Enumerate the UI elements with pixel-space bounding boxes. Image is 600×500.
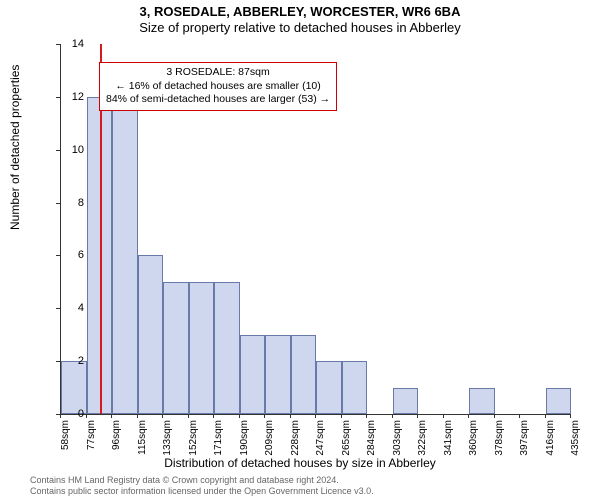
histogram-bar: [189, 282, 215, 414]
x-tick-label: 360sqm: [468, 420, 479, 460]
x-tick-mark: [162, 414, 163, 418]
x-tick-label: 322sqm: [417, 420, 428, 460]
y-tick-label: 14: [72, 38, 84, 50]
x-tick-mark: [443, 414, 444, 418]
x-tick-mark: [392, 414, 393, 418]
y-tick-label: 6: [78, 249, 84, 261]
histogram-bar: [393, 388, 419, 414]
y-tick-label: 2: [78, 355, 84, 367]
chart-plot-area: 3 ROSEDALE: 87sqm ← 16% of detached hous…: [60, 44, 571, 415]
x-tick-label: 416sqm: [545, 420, 556, 460]
y-tick-label: 12: [72, 91, 84, 103]
histogram-bar: [316, 361, 342, 414]
x-tick-label: 152sqm: [188, 420, 199, 460]
info-box: 3 ROSEDALE: 87sqm ← 16% of detached hous…: [99, 62, 337, 111]
histogram-bar: [138, 255, 164, 414]
x-tick-mark: [468, 414, 469, 418]
y-tick-label: 4: [78, 302, 84, 314]
y-tick-mark: [56, 203, 60, 204]
x-tick-label: 228sqm: [290, 420, 301, 460]
x-tick-label: 115sqm: [137, 420, 148, 460]
x-tick-mark: [366, 414, 367, 418]
x-tick-label: 171sqm: [213, 420, 224, 460]
y-tick-mark: [56, 308, 60, 309]
histogram-bar: [469, 388, 495, 414]
histogram-bar: [342, 361, 368, 414]
x-tick-mark: [137, 414, 138, 418]
x-tick-label: 96sqm: [111, 420, 122, 460]
histogram-bar: [214, 282, 240, 414]
x-tick-label: 341sqm: [443, 420, 454, 460]
x-tick-mark: [60, 414, 61, 418]
y-tick-mark: [56, 150, 60, 151]
x-tick-label: 209sqm: [264, 420, 275, 460]
info-line-3: 84% of semi-detached houses are larger (…: [106, 93, 330, 107]
x-tick-label: 303sqm: [392, 420, 403, 460]
x-tick-label: 133sqm: [162, 420, 173, 460]
x-tick-mark: [341, 414, 342, 418]
y-tick-mark: [56, 97, 60, 98]
address-title: 3, ROSEDALE, ABBERLEY, WORCESTER, WR6 6B…: [0, 0, 600, 19]
info-line-2: ← 16% of detached houses are smaller (10…: [106, 80, 330, 94]
copyright-line-1: Contains HM Land Registry data © Crown c…: [30, 475, 374, 486]
x-tick-label: 247sqm: [315, 420, 326, 460]
x-tick-mark: [417, 414, 418, 418]
y-tick-label: 0: [78, 408, 84, 420]
x-tick-mark: [213, 414, 214, 418]
x-tick-label: 378sqm: [494, 420, 505, 460]
x-tick-mark: [111, 414, 112, 418]
y-tick-mark: [56, 44, 60, 45]
x-tick-label: 284sqm: [366, 420, 377, 460]
x-tick-mark: [188, 414, 189, 418]
copyright-notice: Contains HM Land Registry data © Crown c…: [30, 475, 374, 497]
histogram-bar: [546, 388, 572, 414]
x-tick-mark: [239, 414, 240, 418]
histogram-bar: [112, 70, 138, 414]
copyright-line-2: Contains public sector information licen…: [30, 486, 374, 497]
x-tick-mark: [264, 414, 265, 418]
y-tick-label: 10: [72, 144, 84, 156]
y-tick-mark: [56, 255, 60, 256]
x-tick-label: 265sqm: [341, 420, 352, 460]
info-line-1: 3 ROSEDALE: 87sqm: [106, 66, 330, 80]
histogram-bar: [265, 335, 291, 414]
histogram-bar: [163, 282, 189, 414]
x-tick-mark: [290, 414, 291, 418]
x-tick-mark: [545, 414, 546, 418]
y-axis-label: Number of detached properties: [8, 65, 22, 230]
y-tick-mark: [56, 361, 60, 362]
histogram-bar: [61, 361, 87, 414]
x-tick-label: 190sqm: [239, 420, 250, 460]
chart-container: 3, ROSEDALE, ABBERLEY, WORCESTER, WR6 6B…: [0, 0, 600, 500]
x-tick-label: 58sqm: [60, 420, 71, 460]
histogram-bar: [240, 335, 266, 414]
x-tick-mark: [570, 414, 571, 418]
x-tick-mark: [315, 414, 316, 418]
x-tick-mark: [519, 414, 520, 418]
histogram-bar: [291, 335, 317, 414]
x-tick-mark: [86, 414, 87, 418]
y-tick-label: 8: [78, 197, 84, 209]
x-tick-mark: [494, 414, 495, 418]
x-tick-label: 77sqm: [86, 420, 97, 460]
x-tick-label: 397sqm: [519, 420, 530, 460]
x-tick-label: 435sqm: [570, 420, 581, 460]
subtitle: Size of property relative to detached ho…: [0, 19, 600, 39]
